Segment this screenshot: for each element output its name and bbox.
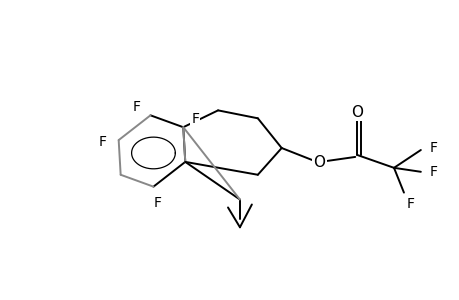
Text: F: F <box>153 196 161 209</box>
Text: F: F <box>429 141 437 155</box>
Text: F: F <box>406 196 414 211</box>
Text: O: O <box>313 155 325 170</box>
Text: F: F <box>429 165 437 179</box>
Text: O: O <box>351 105 363 120</box>
Text: F: F <box>191 112 199 126</box>
Text: F: F <box>132 100 140 114</box>
Text: F: F <box>99 135 106 149</box>
